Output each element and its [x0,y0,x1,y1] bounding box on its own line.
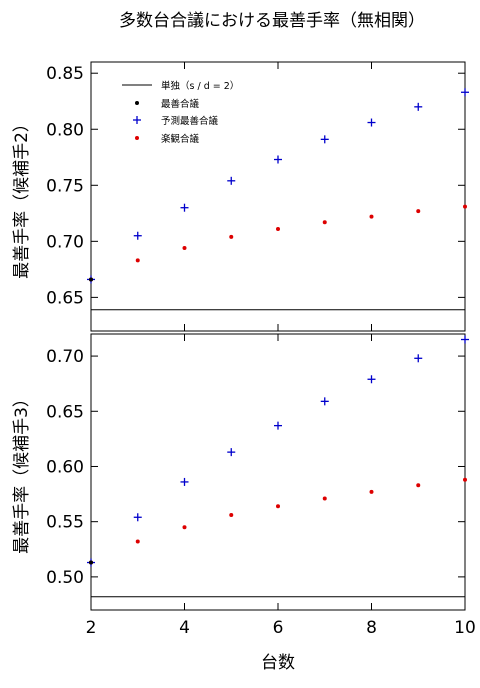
x-tick-label: 4 [179,618,190,638]
top-y-tick-label: 0.85 [46,64,84,84]
bottom-optimistic-point [276,504,280,509]
x-tick-label: 6 [273,618,284,638]
top-optimistic-point [182,246,187,251]
bottom-y-tick-label: 0.50 [46,568,84,588]
bottom-panel: 最善手率（候補手3） 0.50 0.55 0.60 0.65 0.70 2 4 6 8 10 [12,333,476,638]
top-predicted-point [367,118,376,127]
x-tick-label: 8 [366,618,377,638]
x-tick-label: 2 [86,618,97,638]
legend-label-baseline: 単独（s / d = 2） [161,80,239,92]
top-predicted-point [274,155,282,164]
legend-marker-best [135,101,139,105]
bottom-optimistic-point [416,483,421,488]
legend-marker-predicted [133,116,141,124]
legend-label-best: 最善合議 [161,98,200,110]
top-predicted-point [133,231,142,240]
top-panel: 最善手率（候補手2） 単独（s / d = 2） 最善合議 予測最善合議 楽観合… [12,61,469,332]
bottom-optimistic-point [322,496,327,501]
top-plot-frame [90,61,466,332]
x-axis-title: 台数 [261,653,295,673]
top-y-tick-label: 0.65 [46,288,84,308]
bottom-predicted-point [414,354,423,363]
top-y-tick-label: 0.80 [46,120,84,140]
bottom-optimistic-point [229,513,234,518]
chart-title: 多数台合議における最善手率（無相関） [119,11,425,31]
bottom-predicted-point [133,513,142,522]
bottom-optimistic-point [135,539,140,544]
top-optimistic-point [322,220,327,225]
bottom-predicted-point [274,421,282,430]
bottom-optimistic-point [369,489,374,494]
bottom-predicted-point [367,375,376,384]
bottom-predicted-point [227,448,236,457]
top-best-point [89,277,93,282]
top-optimistic-point [229,234,234,239]
bottom-y-axis-title: 最善手率（候補手3） [12,390,32,554]
legend-marker-optimistic [135,136,139,140]
top-optimistic-point [416,209,421,214]
bottom-predicted-point [320,397,329,406]
top-predicted-point [227,176,236,185]
top-optimistic-point [135,258,140,263]
top-y-tick-label: 0.70 [46,232,84,252]
top-predicted-point [180,203,189,212]
top-predicted-point [320,135,329,144]
top-y-axis-title: 最善手率（候補手2） [12,115,32,279]
bottom-plot-frame [90,333,466,611]
top-predicted-point [414,102,423,111]
bottom-y-tick-label: 0.65 [46,402,84,422]
bottom-predicted-point [461,335,469,344]
bottom-best-point [89,560,93,565]
bottom-y-tick-label: 0.55 [46,513,84,533]
legend-label-optimistic: 楽観合議 [161,133,200,145]
bottom-optimistic-point [463,477,467,482]
bottom-optimistic-point [182,525,187,530]
top-y-tick-label: 0.75 [46,176,84,196]
bottom-y-tick-label: 0.70 [46,347,84,367]
top-optimistic-point [276,227,280,232]
bottom-y-tick-label: 0.60 [46,457,84,477]
legend: 単独（s / d = 2） 最善合議 予測最善合議 楽観合議 [122,80,239,145]
bottom-predicted-point [180,477,189,486]
top-predicted-point [461,88,469,97]
top-optimistic-point [463,204,467,209]
x-tick-label: 10 [454,618,476,638]
top-optimistic-point [369,214,374,219]
legend-label-predicted: 予測最善合議 [161,115,219,127]
